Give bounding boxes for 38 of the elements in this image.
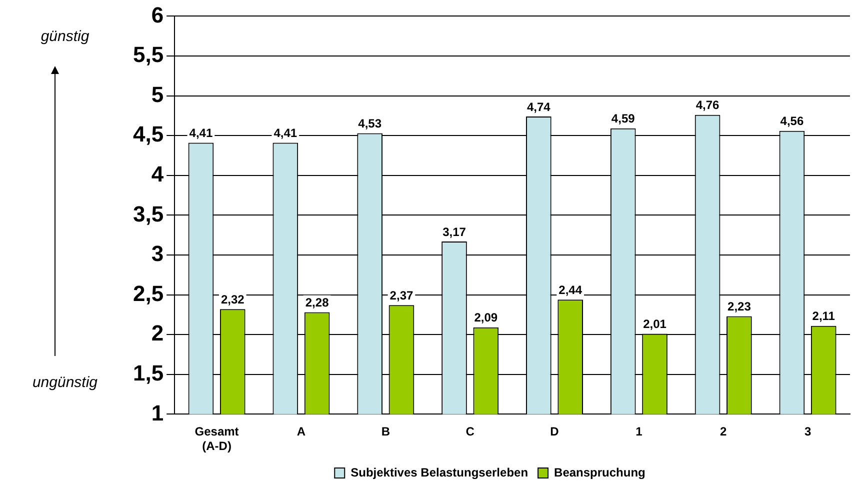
y-tick-label: 2 xyxy=(151,320,164,346)
x-tick-label: B xyxy=(381,424,390,439)
legend-label: Subjektives Belastungserleben xyxy=(350,465,528,480)
data-label: 4,76 xyxy=(696,98,720,112)
y-tick-label: 5 xyxy=(151,82,164,107)
data-label: 2,37 xyxy=(390,288,414,302)
data-label: 4,56 xyxy=(780,114,804,128)
data-label: 4,59 xyxy=(611,112,636,126)
y-tick-label: 1,5 xyxy=(132,360,164,386)
data-label: 2,32 xyxy=(220,292,245,306)
x-tick-label: C xyxy=(466,424,475,439)
x-tick-label: D xyxy=(550,424,560,439)
text: ungünstig xyxy=(31,374,99,391)
text: günstig xyxy=(40,28,90,45)
data-label: 2,23 xyxy=(728,300,752,314)
y-tick-label: 6 xyxy=(151,2,164,28)
y-tick-label: 5,5 xyxy=(132,42,164,68)
x-tick-label: 2 xyxy=(720,424,728,439)
x-tick-label: A xyxy=(296,424,306,439)
data-label: 2,09 xyxy=(474,310,498,325)
x-tick-label: 3 xyxy=(804,424,812,439)
data-label: 4,53 xyxy=(358,116,382,131)
y-tick-label: 4 xyxy=(151,161,164,186)
y-tick-label: 2,5 xyxy=(132,280,164,306)
data-label: 4,41 xyxy=(189,126,213,140)
legend-label: Beanspruchung xyxy=(554,465,646,480)
x-tick-label: 1 xyxy=(636,424,643,439)
data-label: 4,41 xyxy=(274,126,298,140)
x-tick-label: Gesamt (A-D) xyxy=(194,424,239,454)
y-tick-label: 3 xyxy=(151,241,164,266)
y-tick-label: 4,5 xyxy=(132,122,164,147)
y-tick-label: 3,5 xyxy=(132,201,164,226)
data-label: 2,44 xyxy=(558,282,582,297)
data-label: 3,17 xyxy=(442,224,466,239)
data-label: 4,74 xyxy=(526,100,551,114)
data-label: 2,11 xyxy=(812,309,836,324)
data-label: 2,28 xyxy=(305,296,330,310)
data-label: 2,01 xyxy=(643,317,667,332)
